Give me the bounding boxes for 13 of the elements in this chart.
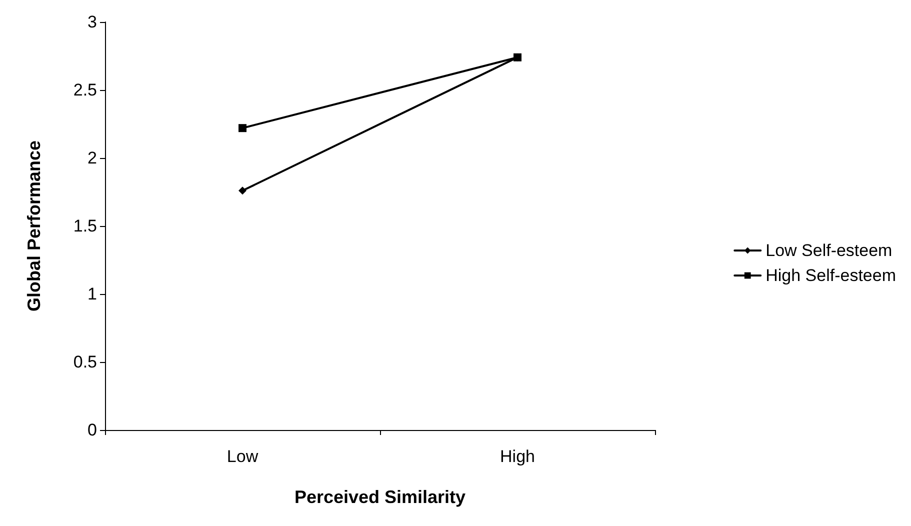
y-tick-label: 0 (88, 420, 97, 440)
legend-label: High Self-esteem (766, 266, 896, 285)
y-tick-label: 2.5 (73, 80, 97, 100)
y-axis-title: Global Performance (24, 140, 44, 312)
x-tick-label: High (500, 447, 535, 466)
x-axis-title: Perceived Similarity (294, 487, 466, 507)
y-tick-label: 1 (88, 284, 97, 304)
x-tick-label: Low (226, 447, 259, 466)
y-tick-label: 2 (88, 148, 97, 168)
y-tick-label: 1.5 (73, 216, 97, 236)
y-tick-label: 3 (88, 12, 97, 32)
y-tick-label: 0.5 (73, 352, 97, 372)
legend-label: Low Self-esteem (766, 241, 892, 260)
